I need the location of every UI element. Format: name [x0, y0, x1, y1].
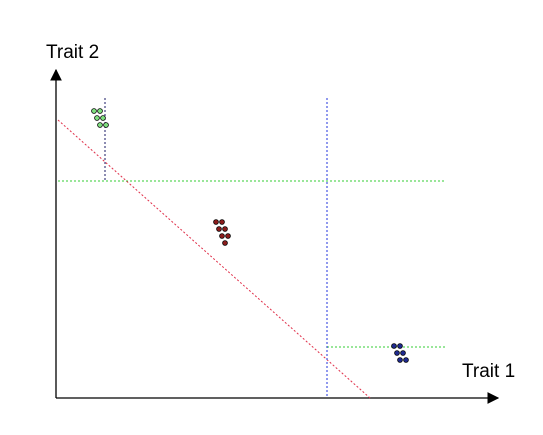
blue-cluster	[391, 343, 409, 363]
green-point	[94, 115, 100, 121]
green-cluster	[91, 108, 109, 128]
green-point	[100, 115, 106, 121]
red-point	[213, 219, 219, 225]
red-point	[219, 219, 225, 225]
blue-point	[403, 357, 409, 363]
red-point	[219, 233, 225, 239]
green-point	[97, 108, 103, 114]
blue-point	[394, 350, 400, 356]
green-point	[97, 122, 103, 128]
red-point	[225, 233, 231, 239]
blue-point	[400, 350, 406, 356]
green-point	[103, 122, 109, 128]
blue-point	[397, 343, 403, 349]
y-axis-label: Trait 2	[46, 42, 99, 63]
red-diagonal-line	[57, 119, 371, 399]
red-point	[222, 240, 228, 246]
x-axis-label: Trait 1	[462, 361, 515, 382]
red-cluster	[213, 219, 231, 246]
blue-point	[397, 357, 403, 363]
red-point	[222, 226, 228, 232]
red-point	[216, 226, 222, 232]
blue-point	[391, 343, 397, 349]
green-point	[91, 108, 97, 114]
